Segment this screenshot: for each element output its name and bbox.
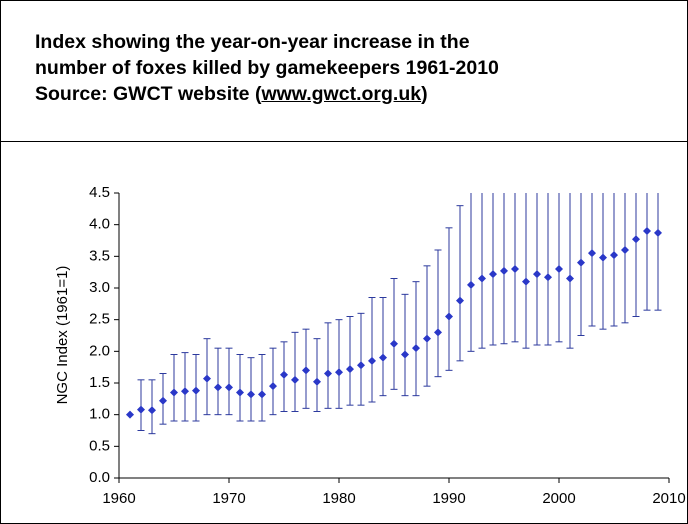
data-point [423, 334, 431, 343]
data-point [412, 344, 420, 353]
data-point [489, 270, 497, 279]
data-point [291, 375, 299, 384]
source-prefix: Source: GWCT website ( [35, 83, 262, 105]
data-point [379, 353, 387, 362]
data-point [401, 350, 409, 359]
data-point [302, 366, 310, 375]
data-point [566, 274, 574, 283]
data-point [632, 235, 640, 244]
data-point [269, 382, 277, 391]
y-tick-label: 1.0 [89, 406, 110, 423]
data-point [643, 227, 651, 235]
y-tick-label: 2.5 [89, 311, 110, 328]
data-point [159, 396, 167, 405]
data-point [324, 369, 332, 378]
data-point [214, 383, 222, 392]
data-point [236, 388, 244, 397]
plot-area [126, 193, 662, 435]
x-tick-label: 2000 [542, 490, 575, 507]
data-point [588, 249, 596, 258]
data-point [577, 258, 585, 267]
data-point [137, 405, 145, 414]
data-point [335, 368, 343, 377]
data-point [456, 296, 464, 305]
data-point [500, 266, 508, 275]
x-tick-label: 1960 [102, 490, 135, 507]
y-tick-label: 0.5 [89, 437, 110, 454]
data-point [258, 390, 266, 399]
data-point [148, 406, 156, 415]
data-point [247, 390, 255, 399]
y-tick-label: 4.5 [89, 184, 110, 201]
data-point [434, 328, 442, 337]
data-point [533, 270, 541, 279]
data-point [313, 377, 321, 386]
y-axis-label: NGC Index (1961=1) [54, 266, 71, 405]
data-point [170, 388, 178, 397]
chart-title: Index showing the year-on-year increase … [35, 29, 499, 107]
y-tick-label: 3.5 [89, 247, 110, 264]
data-point [478, 274, 486, 283]
y-tick-label: 3.0 [89, 279, 110, 296]
source-link[interactable]: www.gwct.org.uk [261, 83, 422, 105]
data-point [192, 386, 200, 395]
x-tick-label: 1980 [322, 490, 355, 507]
source-line: Source: GWCT website (www.gwct.org.uk) [35, 81, 499, 107]
data-point [599, 253, 607, 262]
data-point [555, 265, 563, 273]
data-point [467, 280, 475, 289]
data-point [610, 251, 618, 260]
separator [1, 141, 687, 142]
source-suffix: ) [421, 83, 428, 105]
data-point [522, 277, 530, 286]
x-tick-label: 1990 [432, 490, 465, 507]
data-point [654, 228, 662, 237]
data-point [511, 265, 519, 273]
x-tick-label: 1970 [212, 490, 245, 507]
title-line: Index showing the year-on-year increase … [35, 31, 470, 53]
data-point [126, 410, 134, 419]
title-line: number of foxes killed by gamekeepers 19… [35, 57, 499, 79]
y-tick-label: 4.0 [89, 216, 110, 233]
data-point [357, 361, 365, 370]
data-point [181, 387, 189, 396]
y-tick-label: 2.0 [89, 342, 110, 359]
data-point [445, 312, 453, 321]
data-point [390, 339, 398, 348]
y-tick-label: 0.0 [89, 469, 110, 486]
data-point [203, 374, 211, 383]
data-point [225, 383, 233, 392]
data-point [280, 370, 288, 379]
x-tick-label: 2010 [652, 490, 685, 507]
data-point [346, 365, 354, 374]
data-point [368, 356, 376, 365]
data-point [621, 246, 629, 254]
data-point [544, 273, 552, 282]
y-tick-label: 1.5 [89, 374, 110, 391]
